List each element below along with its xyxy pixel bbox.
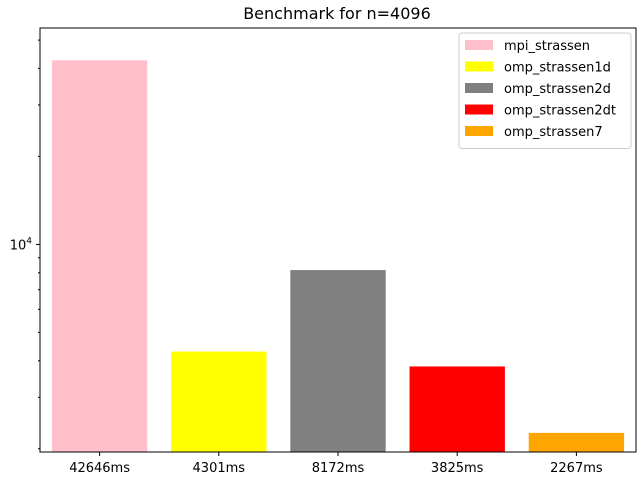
x-tick-label: 3825ms xyxy=(431,461,484,476)
legend-label: omp_strassen1d xyxy=(504,61,611,76)
legend-swatch xyxy=(465,83,493,93)
y-tick-label: 104 xyxy=(10,236,33,253)
bar-0 xyxy=(51,60,148,452)
x-tick-label: 42646ms xyxy=(69,461,130,476)
bar-2 xyxy=(290,270,386,452)
legend-swatch xyxy=(465,40,493,50)
bar-4 xyxy=(528,432,625,452)
legend-label: omp_strassen2dt xyxy=(504,104,616,119)
legend-label: omp_strassen7 xyxy=(504,125,603,140)
plot-frame xyxy=(39,27,637,453)
bar-3 xyxy=(409,366,505,452)
legend-swatch xyxy=(465,61,493,72)
legend: mpi_strassen omp_strassen1d omp_strassen2d… xyxy=(458,32,632,149)
chart-title: Benchmark for n=4096 xyxy=(243,4,431,23)
legend-swatch xyxy=(465,126,493,136)
bar-1 xyxy=(171,351,267,452)
legend-label: omp_strassen2d xyxy=(504,82,611,97)
legend-label: mpi_strassen xyxy=(504,39,590,54)
legend-swatch xyxy=(465,104,493,115)
x-tick-label: 2267ms xyxy=(550,461,603,476)
legend-box xyxy=(458,32,632,149)
x-tick-label: 8172ms xyxy=(312,461,365,476)
x-tick-label: 4301ms xyxy=(193,461,246,476)
